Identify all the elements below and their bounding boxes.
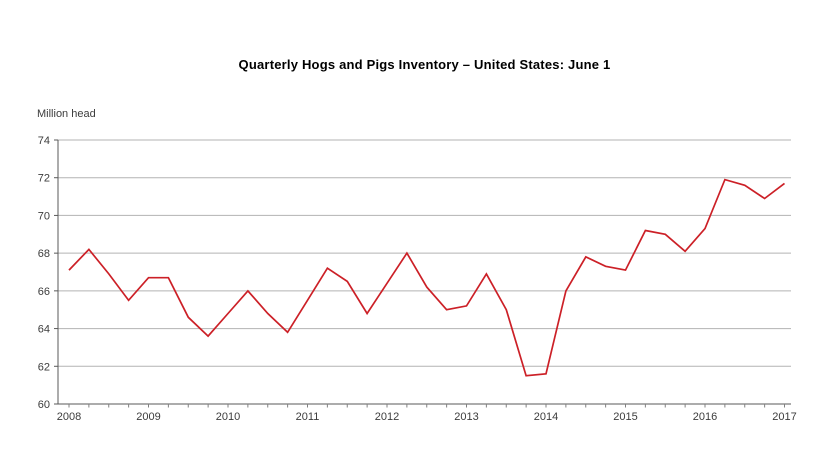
inventory-line (68, 178, 786, 377)
x-tick-label: 2016 (693, 411, 717, 423)
y-tick-label: 66 (38, 286, 50, 298)
y-tick-label: 70 (38, 210, 50, 222)
y-axis-unit-label: Million head (37, 108, 96, 120)
x-tick-label: 2009 (136, 411, 160, 423)
y-tick-label: 72 (38, 173, 50, 185)
y-tick-label: 74 (38, 135, 50, 147)
x-tick-label: 2008 (57, 411, 81, 423)
y-tick-label: 62 (38, 361, 50, 373)
y-tick-label: 68 (38, 248, 50, 260)
chart-title: Quarterly Hogs and Pigs Inventory – Unit… (238, 57, 611, 72)
x-tick-label: 2014 (534, 411, 558, 423)
y-tick-label: 64 (38, 324, 50, 336)
x-tick-label: 2017 (772, 411, 796, 423)
x-tick-label: 2010 (216, 411, 240, 423)
x-tick-label: 2013 (454, 411, 478, 423)
x-tick-label: 2012 (375, 411, 399, 423)
y-tick-label: 60 (38, 399, 50, 411)
x-tick-label: 2011 (296, 411, 320, 423)
x-tick-label: 2015 (613, 411, 637, 423)
